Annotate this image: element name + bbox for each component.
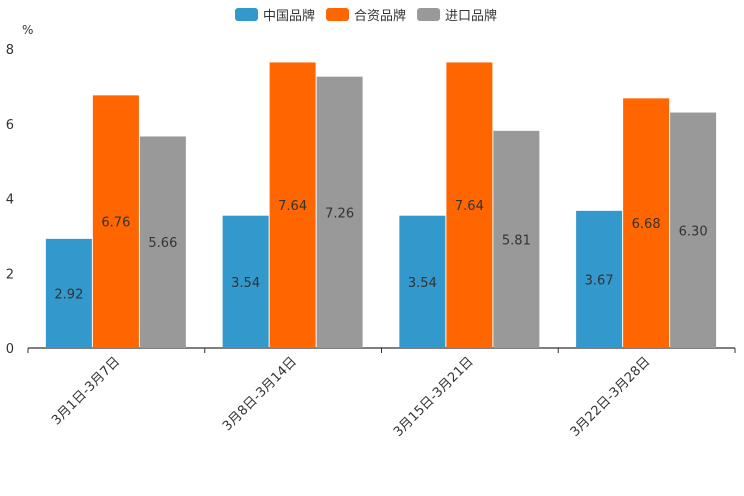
data-label-1-3: 3.54 (408, 276, 437, 291)
bar-1-1[interactable] (45, 238, 92, 348)
bar-3-1[interactable] (139, 136, 186, 348)
bar-2-3[interactable] (446, 62, 493, 349)
legend-swatch (417, 8, 441, 21)
data-label-3-1: 5.66 (148, 236, 177, 251)
data-label-1-2: 3.54 (231, 276, 260, 291)
bar-1-3[interactable] (399, 215, 446, 348)
y-tick-label: 6 (6, 118, 14, 133)
x-tick-label: 3月8日-3月14日 (220, 354, 300, 434)
bar-2-1[interactable] (92, 95, 139, 348)
bar-3-4[interactable] (670, 112, 717, 348)
x-tick-label: 3月1日-3月7日 (49, 354, 123, 428)
legend-swatch (326, 8, 350, 21)
data-label-2-2: 7.64 (278, 199, 307, 214)
bar-1-2[interactable] (222, 215, 269, 348)
bar-1-4[interactable] (576, 210, 623, 348)
legend: 中国品牌 合资品牌 进口品牌 (235, 8, 497, 24)
data-label-2-3: 7.64 (455, 199, 484, 214)
data-label-3-3: 5.81 (502, 233, 531, 248)
legend-item-2[interactable]: 合资品牌 (326, 8, 406, 24)
bar-2-4[interactable] (623, 98, 670, 349)
data-label-2-1: 6.76 (101, 216, 130, 231)
x-tick-label: 3月22日-3月28日 (568, 354, 654, 440)
legend-label: 进口品牌 (445, 8, 497, 24)
y-tick-label: 8 (6, 43, 14, 58)
data-label-1-4: 3.67 (585, 273, 614, 288)
legend-label: 合资品牌 (354, 8, 406, 24)
y-tick-label: 0 (6, 342, 14, 357)
data-labels: 2.92 6.76 5.66 3.54 7.64 7.26 3.54 7.64 5.81 3.67… (54, 199, 707, 302)
legend-swatch (235, 8, 258, 21)
bars (45, 62, 717, 349)
bar-3-3[interactable] (493, 130, 540, 348)
y-tick-label: 2 (6, 267, 14, 282)
y-tick-label: 4 (6, 193, 14, 208)
legend-label: 中国品牌 (263, 8, 315, 24)
x-tick-label: 3月15日-3月21日 (391, 354, 477, 440)
legend-item-3[interactable]: 进口品牌 (417, 8, 497, 24)
bar-2-2[interactable] (269, 62, 316, 349)
data-label-2-4: 6.68 (632, 217, 661, 232)
y-axis-unit-label: % (22, 23, 33, 37)
data-label-3-2: 7.26 (325, 206, 354, 221)
data-label-3-4: 6.30 (679, 224, 708, 239)
bar-3-2[interactable] (316, 76, 363, 348)
data-label-1-1: 2.92 (54, 287, 83, 302)
legend-item-1[interactable]: 中国品牌 (235, 8, 315, 24)
